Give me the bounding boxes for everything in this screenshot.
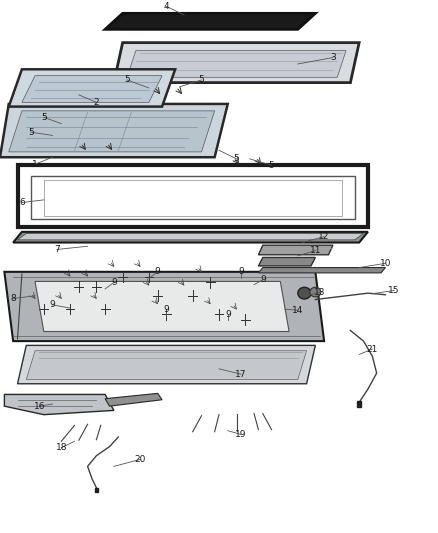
Text: 5: 5 [28, 128, 34, 136]
Polygon shape [0, 104, 228, 157]
Text: 9: 9 [49, 301, 56, 309]
Polygon shape [4, 272, 324, 341]
Polygon shape [9, 111, 215, 152]
Text: 14: 14 [292, 306, 304, 314]
Text: 9: 9 [260, 276, 266, 284]
Text: 2: 2 [94, 98, 99, 107]
Text: 18: 18 [56, 443, 67, 452]
Polygon shape [114, 43, 359, 83]
Polygon shape [258, 268, 385, 273]
Polygon shape [258, 245, 333, 255]
Text: 9: 9 [225, 310, 231, 319]
Text: 3: 3 [330, 53, 336, 62]
Text: 6: 6 [19, 198, 25, 207]
Polygon shape [22, 76, 162, 102]
Text: 8: 8 [10, 294, 16, 303]
Polygon shape [26, 351, 307, 379]
Text: 19: 19 [235, 430, 247, 439]
Polygon shape [35, 281, 289, 332]
Text: 17: 17 [235, 370, 247, 378]
Ellipse shape [298, 287, 311, 299]
Polygon shape [4, 394, 114, 415]
Text: 5: 5 [124, 76, 130, 84]
Text: 5: 5 [198, 76, 205, 84]
Polygon shape [18, 345, 315, 384]
Text: 1: 1 [32, 160, 38, 168]
Text: 5: 5 [233, 155, 240, 163]
Text: 16: 16 [34, 402, 45, 410]
Polygon shape [9, 69, 175, 107]
Text: 15: 15 [389, 286, 400, 295]
Bar [95, 488, 98, 492]
Polygon shape [127, 51, 346, 77]
Text: 12: 12 [318, 232, 330, 241]
Polygon shape [13, 232, 368, 243]
Text: 9: 9 [238, 268, 244, 276]
Text: 13: 13 [314, 288, 325, 296]
Polygon shape [105, 13, 315, 29]
Text: 11: 11 [310, 246, 321, 255]
Text: 9: 9 [163, 305, 170, 313]
Text: 21: 21 [367, 345, 378, 353]
Bar [357, 401, 361, 407]
Text: 4: 4 [164, 2, 169, 11]
Text: 10: 10 [380, 259, 391, 268]
Polygon shape [105, 393, 162, 406]
Text: 20: 20 [134, 455, 146, 464]
Text: 9: 9 [111, 278, 117, 287]
Text: 5: 5 [268, 161, 275, 169]
Polygon shape [18, 233, 364, 240]
Text: 9: 9 [155, 268, 161, 276]
Text: 7: 7 [54, 245, 60, 254]
Text: 5: 5 [41, 113, 47, 122]
Ellipse shape [310, 287, 321, 297]
Polygon shape [258, 257, 315, 266]
